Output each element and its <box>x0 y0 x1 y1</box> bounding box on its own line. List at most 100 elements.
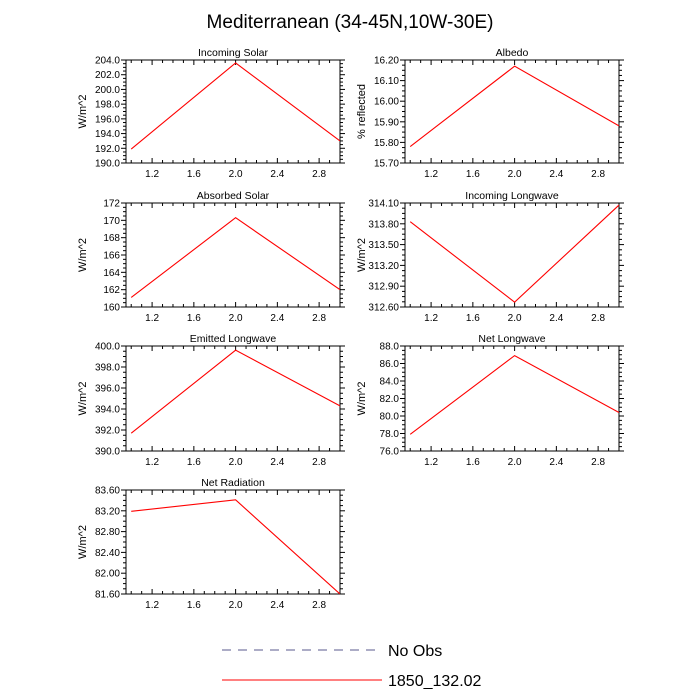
y-tick-label: 84.0 <box>380 377 400 388</box>
x-tick-label: 2.0 <box>508 313 522 324</box>
y-tick-label: 190.0 <box>95 159 120 170</box>
y-tick-label: 192.0 <box>95 144 120 155</box>
y-tick-label: 88.0 <box>380 342 400 353</box>
y-tick-label: 398.0 <box>95 363 120 374</box>
series-line <box>130 349 340 434</box>
y-tick-label: 313.80 <box>368 219 399 230</box>
y-tick-label: 83.20 <box>95 506 120 517</box>
y-tick-label: 82.40 <box>95 548 120 559</box>
y-tick-label: 313.50 <box>368 240 399 251</box>
y-tick-label: 16.20 <box>374 56 399 67</box>
y-tick-label: 81.60 <box>95 590 120 601</box>
y-tick-label: 312.60 <box>368 303 399 314</box>
y-tick-label: 15.80 <box>374 138 399 149</box>
x-tick-label: 2.8 <box>312 169 326 180</box>
y-axis-label: W/m^2 <box>77 238 89 272</box>
y-tick-label: 166 <box>103 251 120 262</box>
y-tick-label: 204.0 <box>95 56 120 67</box>
x-tick-label: 2.4 <box>549 169 563 180</box>
panel-2: Albedo % reflected 1.2 1.6 2.0 2.4 2.8 15.70 15.… <box>356 47 624 180</box>
y-tick-label: 162 <box>103 285 120 296</box>
panel-1: Incoming Solar W/m^2 1.2 1.6 2.0 2.4 2.8 190.0 1… <box>77 47 345 180</box>
y-axis-label: W/m^2 <box>356 238 368 272</box>
y-tick-label: 16.00 <box>374 97 399 108</box>
x-tick-label: 2.4 <box>270 600 284 611</box>
x-tick-label: 1.6 <box>187 600 201 611</box>
y-tick-label: 164 <box>103 268 120 279</box>
panel-4: Incoming Longwave W/m^2 1.2 1.6 2.0 2.4 2.8 312… <box>356 190 624 324</box>
figure-title: Mediterranean (34-45N,10W-30E) <box>207 12 494 33</box>
x-tick-label: 1.2 <box>424 457 438 468</box>
x-tick-label: 1.6 <box>187 169 201 180</box>
y-tick-label: 82.0 <box>380 394 400 405</box>
x-tick-label: 2.8 <box>312 457 326 468</box>
x-tick-label: 1.2 <box>145 457 159 468</box>
series-line <box>409 354 619 435</box>
y-tick-label: 15.90 <box>374 117 399 128</box>
series-line <box>409 65 619 147</box>
x-tick-label: 2.0 <box>229 457 243 468</box>
y-tick-label: 170 <box>103 216 120 227</box>
panel-3: Absorbed Solar W/m^2 1.2 1.6 2.0 2.4 2.8 160 162… <box>77 190 345 324</box>
y-tick-label: 80.0 <box>380 412 400 423</box>
panel-5: Emitted Longwave W/m^2 1.2 1.6 2.0 2.4 2.8 390.… <box>77 333 345 468</box>
y-tick-label: 196.0 <box>95 114 120 125</box>
x-tick-label: 2.4 <box>270 313 284 324</box>
x-tick-label: 2.8 <box>591 169 605 180</box>
panels: Incoming Solar W/m^2 1.2 1.6 2.0 2.4 2.8 190.0 1… <box>77 47 624 611</box>
y-tick-label: 312.90 <box>368 282 399 293</box>
x-tick-label: 1.2 <box>424 313 438 324</box>
y-tick-label: 82.00 <box>95 569 120 580</box>
y-tick-label: 83.60 <box>95 486 120 497</box>
y-tick-label: 168 <box>103 233 120 244</box>
y-axis-label: W/m^2 <box>77 382 89 416</box>
y-tick-label: 313.20 <box>368 261 399 272</box>
legend-label-2: 1850_132.02 <box>388 673 482 690</box>
y-tick-label: 400.0 <box>95 342 120 353</box>
x-tick-label: 1.2 <box>145 600 159 611</box>
x-tick-label: 1.6 <box>466 169 480 180</box>
panel-6: Net Longwave W/m^2 1.2 1.6 2.0 2.4 2.8 76.0 78.0… <box>356 333 624 468</box>
x-tick-label: 1.2 <box>145 313 159 324</box>
y-axis-label: W/m^2 <box>77 525 89 559</box>
x-tick-label: 2.4 <box>549 313 563 324</box>
y-axis-label: W/m^2 <box>77 95 89 129</box>
x-tick-label: 2.4 <box>270 457 284 468</box>
x-tick-label: 2.8 <box>591 313 605 324</box>
panel-title: Albedo <box>496 47 529 59</box>
y-tick-label: 390.0 <box>95 447 120 458</box>
panel-title: Emitted Longwave <box>190 333 277 345</box>
y-tick-label: 394.0 <box>95 405 120 416</box>
panel-title: Absorbed Solar <box>197 190 270 202</box>
legend: No Obs 1850_132.02 <box>222 643 482 690</box>
x-tick-label: 1.6 <box>187 313 201 324</box>
y-tick-label: 15.70 <box>374 159 399 170</box>
series-line <box>130 62 340 150</box>
y-tick-label: 86.0 <box>380 359 400 370</box>
x-tick-label: 1.6 <box>466 457 480 468</box>
y-tick-label: 78.0 <box>380 429 400 440</box>
y-axis-label: W/m^2 <box>356 382 368 416</box>
y-tick-label: 194.0 <box>95 129 120 140</box>
y-tick-label: 160 <box>103 303 120 314</box>
y-tick-label: 392.0 <box>95 426 120 437</box>
x-tick-label: 2.0 <box>508 169 522 180</box>
panel-title: Net Longwave <box>478 333 545 345</box>
x-tick-label: 2.0 <box>229 313 243 324</box>
x-tick-label: 1.6 <box>466 313 480 324</box>
y-tick-label: 198.0 <box>95 100 120 111</box>
x-tick-label: 2.0 <box>229 600 243 611</box>
panel-title: Incoming Solar <box>198 47 269 59</box>
series-line <box>130 217 340 298</box>
panel-title: Incoming Longwave <box>465 190 559 202</box>
x-tick-label: 2.0 <box>508 457 522 468</box>
y-axis-label: % reflected <box>356 84 368 139</box>
panel-7: Net Radiation W/m^2 1.2 1.6 2.0 2.4 2.8 81.60 82… <box>77 477 345 611</box>
legend-label-1: No Obs <box>388 643 442 660</box>
y-tick-label: 314.10 <box>368 199 399 210</box>
y-tick-label: 202.0 <box>95 70 120 81</box>
y-tick-label: 396.0 <box>95 384 120 395</box>
y-tick-label: 76.0 <box>380 447 400 458</box>
x-tick-label: 2.0 <box>229 169 243 180</box>
